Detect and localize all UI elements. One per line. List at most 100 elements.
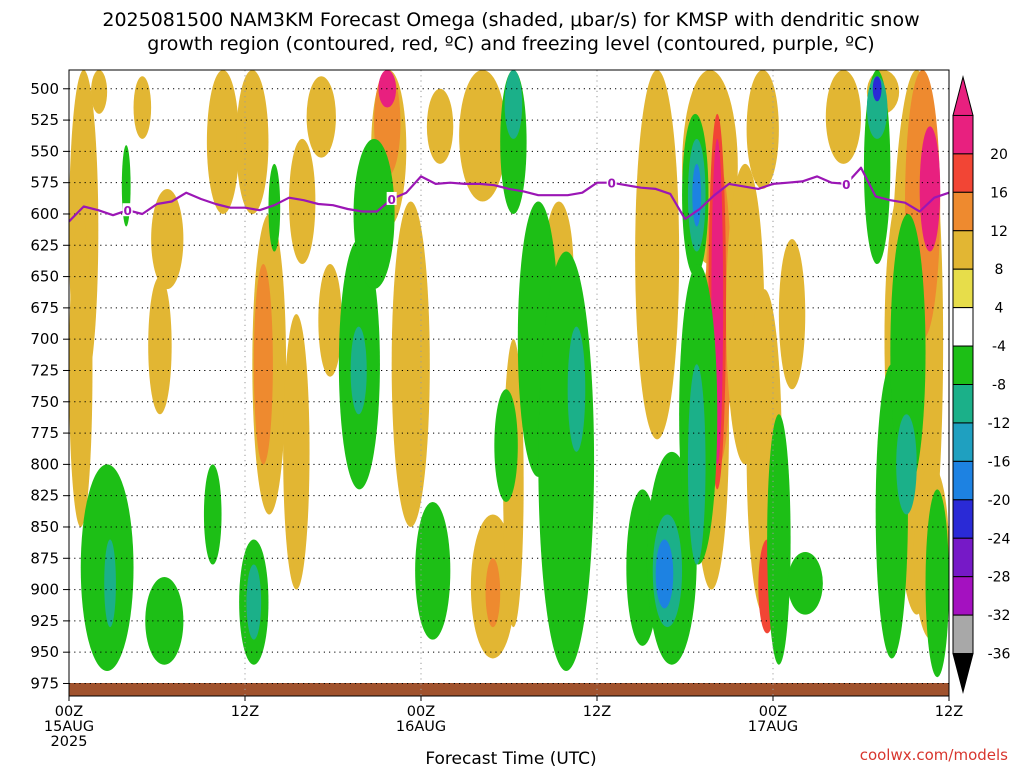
terrain-band xyxy=(69,683,949,696)
ytick-label-725: 725 xyxy=(30,361,59,379)
omega-positive-region-2 xyxy=(91,70,108,114)
colorbar-segment-5 xyxy=(952,307,974,347)
colorbar-segment-1 xyxy=(952,153,974,193)
ytick-label-600: 600 xyxy=(30,205,59,223)
omega-positive-region-9 xyxy=(253,264,273,465)
ytick-label-575: 575 xyxy=(30,174,59,192)
freezing-level-label-bg-3 xyxy=(841,176,852,190)
ytick-label-900: 900 xyxy=(30,581,59,599)
xtick-label-0-0: 00Z xyxy=(55,704,83,720)
omega-negative-region-32 xyxy=(872,76,882,102)
freezing-level-label-2: 0 xyxy=(607,177,615,191)
freezing-level-label-1: 0 xyxy=(387,193,395,207)
omega-positive-region-5 xyxy=(148,276,172,415)
colorbar-label-9: -20 xyxy=(988,493,1011,509)
chart-title-line1: 2025081500 NAM3KM Forecast Omega (shaded… xyxy=(102,9,919,31)
ytick-label-950: 950 xyxy=(30,643,59,661)
xtick-label-2-1: 16AUG xyxy=(396,719,446,735)
omega-negative-region-17 xyxy=(567,326,586,452)
omega-negative-region-11 xyxy=(415,501,451,640)
xtick-label-5-0: 12Z xyxy=(935,704,963,720)
colorbar-label-3: 8 xyxy=(995,262,1004,278)
omega-negative-region-1 xyxy=(104,539,116,628)
omega-positive-region-12 xyxy=(306,76,336,158)
omega-negative-region-13 xyxy=(504,70,523,139)
omega-positive-region-1 xyxy=(69,213,93,527)
omega-negative-region-16 xyxy=(538,251,595,671)
ytick-label-825: 825 xyxy=(30,487,59,505)
colorbar-segment-8 xyxy=(952,422,974,462)
omega-negative-region-3 xyxy=(145,577,184,665)
freezing-level-contour: 0 0 0 0 xyxy=(69,166,949,223)
freezing-level-label-3: 0 xyxy=(842,178,850,192)
omega-positive-region-35 xyxy=(825,70,862,164)
xtick-label-1-0: 12Z xyxy=(231,704,259,720)
ytick-label-550: 550 xyxy=(30,142,59,160)
ytick-label-775: 775 xyxy=(30,424,59,442)
freezing-level-label-bg-2 xyxy=(606,175,617,189)
colorbar-label-11: -28 xyxy=(988,570,1011,586)
colorbar-segment-7 xyxy=(952,384,974,424)
omega-negative-region-21 xyxy=(655,539,674,609)
omega-positive-region-3 xyxy=(133,76,152,139)
xtick-label-4-1: 17AUG xyxy=(748,719,798,735)
colorbar-segment-6 xyxy=(952,345,974,385)
omega-positive-region-40 xyxy=(919,126,941,252)
ytick-label-800: 800 xyxy=(30,455,59,473)
omega-negative-region-7 xyxy=(268,163,281,252)
omega-negative-region-33 xyxy=(890,213,926,490)
freezing-level-label-bg-1 xyxy=(386,191,397,205)
omega-positive-region-19 xyxy=(459,70,507,202)
colorbar-label-7: -12 xyxy=(988,416,1011,432)
ytick-label-500: 500 xyxy=(30,80,59,98)
ytick-label-875: 875 xyxy=(30,549,59,567)
colorbar-segment-10 xyxy=(952,499,974,539)
ytick-label-750: 750 xyxy=(30,393,59,411)
colorbar-segment-9 xyxy=(952,460,974,501)
colorbar-segment-12 xyxy=(952,576,974,616)
colorbar-label-1: 16 xyxy=(990,185,1008,201)
omega-positive-region-33 xyxy=(746,70,779,189)
colorbar-label-6: -8 xyxy=(992,378,1006,394)
pressure-axis: 500 525 550 575 600 625 650 675 700 725 750 775 800 8… xyxy=(30,80,69,692)
ytick-label-925: 925 xyxy=(30,612,59,630)
ytick-label-525: 525 xyxy=(30,111,59,129)
colorbar-segment-11 xyxy=(952,537,974,578)
xtick-label-0-2: 2025 xyxy=(51,734,88,750)
omega-negative-region-26 xyxy=(687,364,706,565)
chart-title-line2: growth region (contoured, red, ºC) and f… xyxy=(147,33,874,55)
x-axis-title: Forecast Time (UTC) xyxy=(425,749,596,768)
freezing-level-label-bg-0 xyxy=(122,203,133,217)
omega-negative-region-28 xyxy=(787,552,823,615)
omega-positive-region-18 xyxy=(426,88,454,164)
omega-shading xyxy=(69,70,949,678)
xtick-label-0-1: 15AUG xyxy=(44,719,94,735)
ytick-label-650: 650 xyxy=(30,268,59,286)
omega-positive-region-21 xyxy=(485,558,501,628)
colorbar-label-13: -36 xyxy=(988,647,1011,663)
xtick-label-2-0: 00Z xyxy=(407,704,435,720)
omega-positive-region-17 xyxy=(391,201,430,527)
colorbar-segment-2 xyxy=(952,191,974,232)
freezing-level-label-0: 0 xyxy=(123,204,131,218)
colorbar-label-5: -4 xyxy=(992,339,1006,355)
colorbar-bottom-cap xyxy=(952,653,974,694)
omega-negative-region-10 xyxy=(353,138,395,290)
ytick-label-975: 975 xyxy=(30,674,59,692)
colorbar-label-0: 20 xyxy=(990,147,1008,163)
omega-positive-region-11 xyxy=(289,138,316,265)
credit-text: coolwx.com/models xyxy=(860,746,1008,764)
ytick-label-850: 850 xyxy=(30,518,59,536)
colorbar-label-4: 4 xyxy=(995,301,1004,317)
colorbar-label-10: -24 xyxy=(988,531,1011,547)
omega-negative-region-31 xyxy=(866,76,888,139)
xtick-label-3-0: 12Z xyxy=(583,704,611,720)
omega-positive-region-6 xyxy=(206,70,240,214)
omega-negative-region-24 xyxy=(692,163,702,227)
colorbar-segment-4 xyxy=(952,268,974,309)
colorbar-label-2: 12 xyxy=(990,224,1008,240)
colorbar-segment-0 xyxy=(952,114,974,155)
freezing-level-line xyxy=(69,166,949,223)
omega-positive-region-13 xyxy=(318,264,342,377)
